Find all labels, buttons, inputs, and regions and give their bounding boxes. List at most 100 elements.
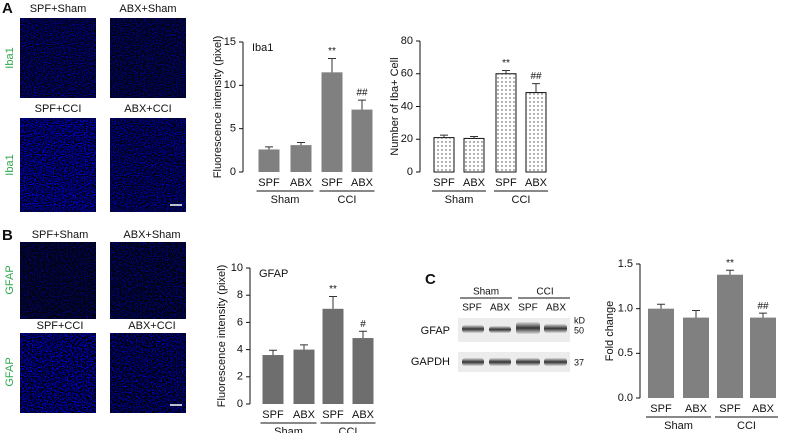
y-tick-label: 0.5 <box>618 347 633 359</box>
y-tick-label: 40 <box>401 100 413 112</box>
x-tick-label: ABX <box>752 403 775 415</box>
x-tick-label: SPF <box>650 403 672 415</box>
y-tick-label: 0 <box>237 398 243 410</box>
blot-band <box>544 324 567 333</box>
x-tick-label: SPF <box>495 177 517 189</box>
bar <box>293 349 315 404</box>
x-tick-label: ABX <box>290 177 313 189</box>
significance-label: ## <box>530 71 542 82</box>
x-tick-label: ABX <box>351 177 374 189</box>
group-label: Sham <box>445 194 474 206</box>
y-tick-label: 5 <box>230 123 236 135</box>
y-tick-label: 10 <box>231 262 243 274</box>
blot-size: 50 <box>574 325 584 335</box>
blot-band <box>462 325 484 333</box>
y-tick-label: 0 <box>230 166 236 178</box>
x-tick-label: SPF <box>258 177 280 189</box>
blot-band <box>489 326 511 333</box>
blot-band <box>462 358 484 366</box>
y-tick-label: 8 <box>237 289 243 301</box>
error-bar <box>726 269 734 275</box>
x-tick-label: ABX <box>352 409 375 421</box>
y-tick-label: 4 <box>237 344 243 356</box>
bar <box>750 317 776 398</box>
micrographs-b: SPF+Sham ABX+Sham SPF+CCI ABX+CCI GFAP G… <box>4 229 186 413</box>
blot-band <box>516 322 540 334</box>
micrograph-signal <box>20 333 96 413</box>
y-tick-label: 10 <box>224 79 236 91</box>
blot-group: CCI <box>536 287 553 298</box>
x-tick-label: ABX <box>463 177 486 189</box>
y-tick-label: 80 <box>401 35 413 47</box>
bar <box>433 137 455 173</box>
group-label: Sham <box>664 420 693 432</box>
error-bar <box>329 296 337 309</box>
y-tick-label: 20 <box>401 133 413 145</box>
blot-lane: SPF <box>518 303 537 314</box>
condition-label: SPF+Sham <box>32 229 89 241</box>
group-label: Sham <box>274 426 303 433</box>
micrograph-signal <box>110 18 186 98</box>
blot-size: 37 <box>574 357 584 367</box>
error-bar <box>470 135 478 139</box>
bar <box>351 109 373 172</box>
x-tick-label: SPF <box>433 177 455 189</box>
bar <box>262 355 284 404</box>
significance-label: ** <box>502 58 510 69</box>
micrograph-signal <box>20 242 96 319</box>
bar <box>717 274 743 398</box>
group-label: CCI <box>512 194 531 206</box>
y-axis-label: Fluorescence intensity (pixel) <box>216 265 228 407</box>
error-bar <box>657 303 665 309</box>
micrograph-signal <box>110 118 186 212</box>
bar <box>258 149 280 172</box>
blot-band <box>489 358 511 366</box>
chart-title: Iba1 <box>252 42 273 54</box>
x-tick-label: ABX <box>525 177 548 189</box>
bar <box>322 308 344 404</box>
y-axis-label: Fluorescence intensity (pixel) <box>212 36 224 178</box>
condition-label: ABX+CCI <box>124 103 171 115</box>
panel-label: B <box>2 227 13 244</box>
error-bar <box>440 134 448 138</box>
condition-label: SPF+CCI <box>35 103 82 115</box>
y-tick-label: 0 <box>407 166 413 178</box>
x-tick-label: SPF <box>322 409 344 421</box>
error-bar <box>759 312 767 318</box>
error-bar <box>532 83 540 93</box>
stain-label: Iba1 <box>4 47 16 68</box>
bar <box>495 73 517 173</box>
panel-label: A <box>2 0 13 17</box>
y-tick-label: 2 <box>237 371 243 383</box>
blot-group: Sham <box>473 287 499 298</box>
error-bar <box>502 69 510 74</box>
x-tick-label: SPF <box>321 177 343 189</box>
error-bar <box>358 99 366 110</box>
bar <box>352 338 374 404</box>
micrographs-a: SPF+Sham ABX+Sham SPF+CCI ABX+CCI Iba1 I… <box>4 3 186 212</box>
y-tick-label: 1.0 <box>618 303 633 315</box>
significance-label: ** <box>328 46 336 57</box>
condition-label: SPF+CCI <box>37 320 84 332</box>
panel-label: C <box>425 271 436 288</box>
blot-lane: ABX <box>490 303 510 314</box>
stain-label: GFAP <box>4 357 16 386</box>
x-tick-label: SPF <box>719 403 741 415</box>
group-label: Sham <box>271 194 300 206</box>
bar <box>525 92 547 173</box>
stain-label: GFAP <box>4 265 16 294</box>
significance-label: ** <box>329 284 337 295</box>
blot-row: GAPDH <box>411 356 450 368</box>
error-bar <box>269 349 277 356</box>
condition-label: ABX+Sham <box>123 229 180 241</box>
error-bar <box>265 146 273 150</box>
micrograph-signal <box>110 242 186 319</box>
significance-label: ## <box>356 88 368 99</box>
blot-band <box>516 358 540 366</box>
western-blot: Sham CCI SPF ABX SPF ABX GFAP GAPDH kD 5… <box>411 287 586 372</box>
bar <box>463 137 485 173</box>
error-bar <box>328 57 336 73</box>
group-label: CCI <box>338 194 357 206</box>
y-axis-label: Number of Iba+ Cell <box>389 57 401 155</box>
